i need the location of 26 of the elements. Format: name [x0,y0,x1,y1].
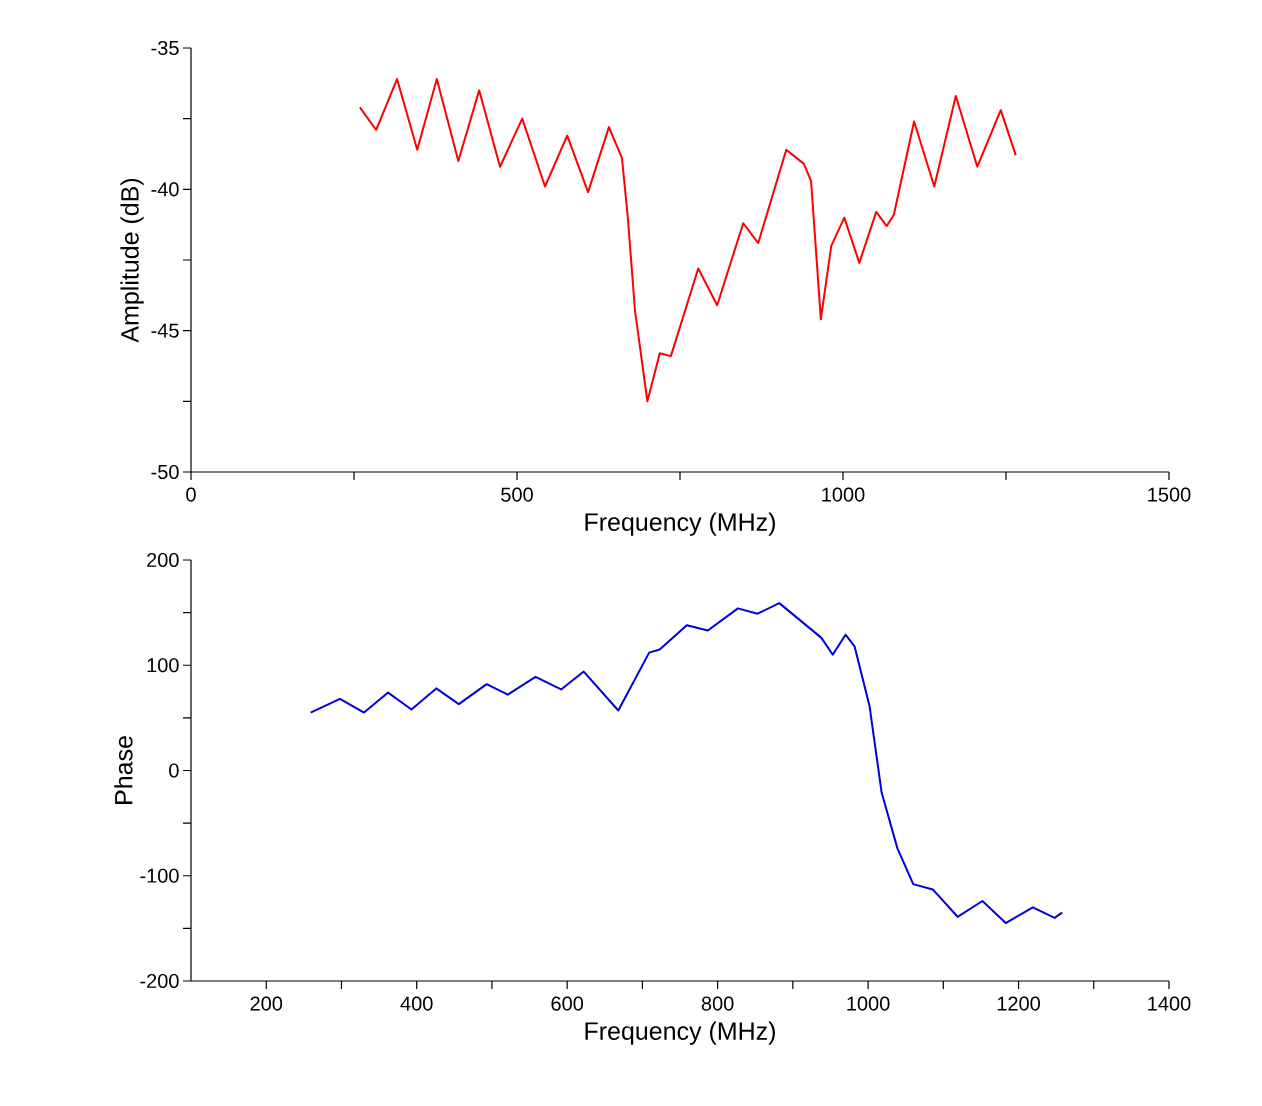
y-axis-title: Amplitude (dB) [120,178,144,343]
x-axis-title: Frequency (MHz) [585,1021,775,1045]
line-series [358,78,1017,403]
x-tick-label: 1500 [1148,487,1191,502]
y-tick-label: 200 [147,552,179,568]
y-tick-label: 0 [169,763,179,778]
x-tick-label: 500 [501,487,533,502]
x-tick-label: 800 [701,996,734,1011]
x-tick-label: 1000 [847,996,890,1011]
x-tick-label: 0 [186,487,196,502]
y-tick-label: -100 [140,868,179,883]
y-tick-label: -200 [140,973,179,989]
y-tick-label: -35 [151,40,179,56]
y-tick-label: 100 [147,658,179,673]
y-tick-label: -50 [151,464,179,480]
y-tick-label: -45 [151,323,179,338]
x-tick-label: 400 [400,996,433,1011]
x-tick-label: 1400 [1148,996,1191,1011]
y-tick-label: -40 [151,182,179,197]
line-series [309,602,1064,925]
x-tick-label: 200 [250,996,283,1011]
x-tick-label: 1000 [822,487,865,502]
x-tick-label: 600 [551,996,584,1011]
x-tick-label: 1200 [997,996,1040,1011]
y-axis-title: Phase [114,736,133,804]
x-axis-title: Frequency (MHz) [585,512,775,536]
